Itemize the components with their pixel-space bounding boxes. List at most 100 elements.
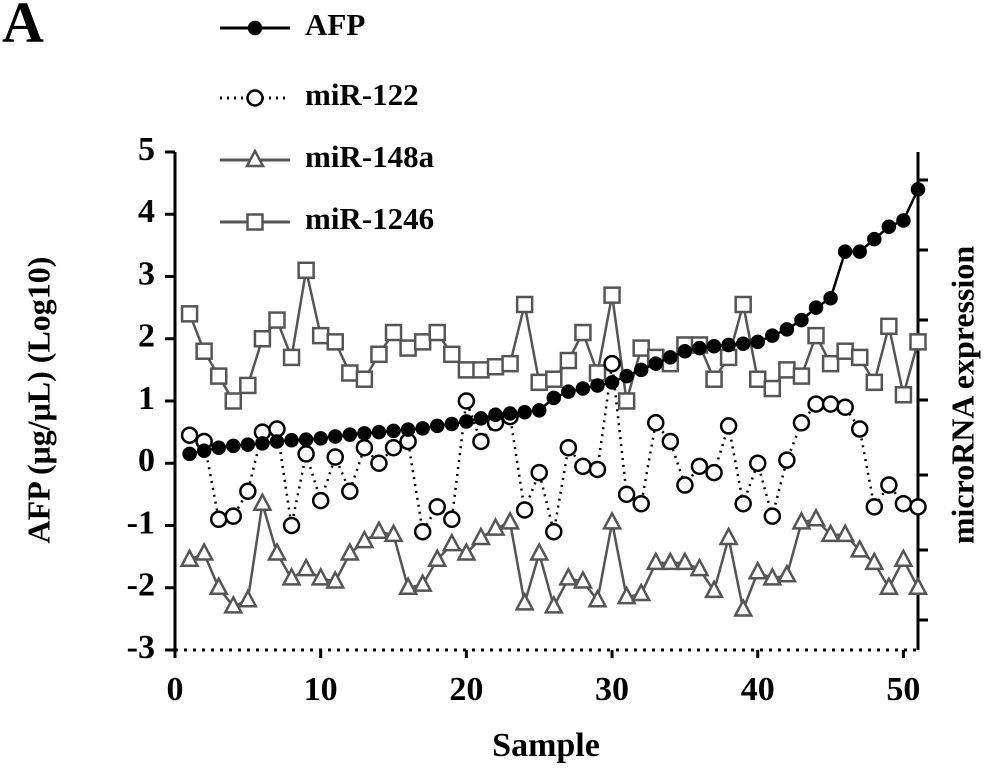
point bbox=[195, 342, 213, 360]
point bbox=[852, 244, 867, 259]
point bbox=[718, 526, 739, 546]
point bbox=[473, 411, 489, 426]
point bbox=[823, 291, 838, 306]
point bbox=[850, 348, 869, 367]
point bbox=[850, 420, 869, 438]
point bbox=[208, 576, 229, 595]
point bbox=[371, 424, 387, 440]
point bbox=[499, 510, 521, 530]
point bbox=[574, 323, 592, 342]
point bbox=[211, 440, 226, 455]
point bbox=[515, 295, 534, 314]
legend-label: miR-148a bbox=[305, 139, 435, 174]
point bbox=[412, 572, 433, 592]
point bbox=[663, 350, 678, 365]
series-line bbox=[189, 503, 920, 614]
point bbox=[398, 576, 419, 595]
point bbox=[457, 361, 476, 379]
point bbox=[530, 463, 548, 482]
point bbox=[342, 427, 358, 442]
point bbox=[413, 333, 432, 351]
y-tick-label: 5 bbox=[138, 131, 155, 168]
point bbox=[209, 367, 228, 385]
legend-label: AFP bbox=[305, 7, 365, 42]
point bbox=[246, 89, 264, 107]
point bbox=[559, 351, 578, 370]
point bbox=[224, 392, 243, 410]
point bbox=[590, 378, 605, 393]
point bbox=[354, 529, 375, 549]
point bbox=[617, 485, 636, 504]
point bbox=[572, 569, 594, 589]
point bbox=[179, 548, 200, 567]
point bbox=[413, 522, 432, 541]
point bbox=[282, 516, 301, 535]
point bbox=[807, 326, 825, 345]
point bbox=[180, 305, 199, 323]
point bbox=[269, 434, 285, 449]
point bbox=[588, 460, 607, 479]
point bbox=[677, 343, 693, 359]
point bbox=[689, 557, 710, 577]
point bbox=[661, 432, 680, 451]
point bbox=[705, 370, 723, 388]
point bbox=[253, 330, 272, 348]
point bbox=[224, 507, 243, 525]
point bbox=[909, 498, 927, 516]
point bbox=[311, 491, 330, 510]
legend-label: miR-1246 bbox=[305, 201, 434, 236]
legend-label: miR-122 bbox=[305, 77, 419, 112]
point bbox=[443, 510, 461, 529]
point bbox=[546, 390, 562, 406]
point bbox=[459, 414, 474, 429]
point bbox=[399, 339, 417, 357]
point bbox=[209, 510, 228, 529]
point bbox=[530, 373, 548, 392]
point bbox=[502, 406, 518, 421]
point bbox=[282, 348, 301, 367]
point bbox=[794, 312, 809, 328]
point bbox=[748, 454, 767, 472]
point bbox=[296, 557, 317, 577]
point bbox=[355, 438, 374, 457]
y-tick-label: 0 bbox=[138, 442, 155, 479]
y-tick-label: -3 bbox=[127, 629, 155, 666]
point bbox=[355, 370, 374, 388]
point bbox=[370, 345, 388, 364]
y-tick-label: 1 bbox=[138, 380, 155, 417]
point bbox=[765, 328, 780, 343]
point bbox=[326, 448, 345, 466]
point bbox=[791, 510, 812, 530]
point bbox=[237, 588, 258, 608]
point bbox=[428, 323, 446, 342]
point bbox=[266, 541, 288, 561]
point bbox=[297, 261, 315, 280]
point bbox=[763, 507, 782, 525]
y-tick-label: -1 bbox=[127, 504, 155, 541]
point bbox=[910, 182, 926, 197]
point bbox=[357, 426, 372, 441]
point bbox=[488, 407, 503, 422]
point bbox=[370, 454, 388, 472]
point bbox=[880, 317, 898, 336]
point bbox=[820, 523, 841, 543]
point bbox=[383, 523, 404, 543]
point bbox=[721, 337, 736, 353]
point bbox=[284, 432, 299, 448]
point bbox=[734, 295, 752, 314]
point bbox=[326, 333, 345, 351]
point bbox=[878, 576, 899, 595]
point bbox=[734, 494, 752, 513]
point bbox=[223, 594, 244, 614]
point bbox=[776, 563, 797, 583]
point bbox=[268, 311, 286, 329]
point bbox=[561, 384, 576, 399]
point bbox=[733, 597, 754, 617]
x-tick-label: 20 bbox=[449, 671, 483, 708]
point bbox=[603, 286, 621, 304]
x-tick-label: 10 bbox=[304, 671, 338, 708]
point bbox=[501, 354, 519, 373]
panel-label: A bbox=[2, 0, 44, 54]
point bbox=[310, 566, 331, 586]
point bbox=[574, 457, 592, 476]
